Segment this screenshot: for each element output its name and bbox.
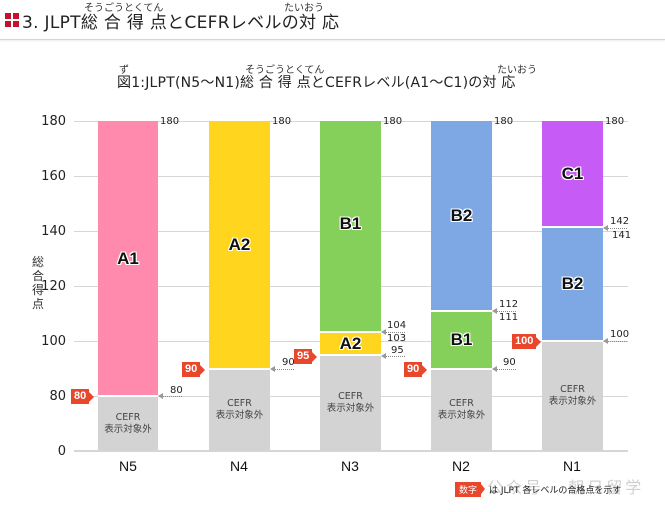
- x-tick-n5: N5: [119, 458, 137, 474]
- value-label-90: 90: [282, 357, 295, 368]
- pass-mark-badge: 90: [182, 362, 206, 377]
- chart-ruby-taiou: たいおう: [497, 65, 537, 76]
- value-label-112: 112: [499, 299, 519, 310]
- x-tick-n2: N2: [452, 458, 470, 474]
- pointer-arrow-icon: [381, 329, 405, 335]
- segment-n3-a2: A2: [320, 332, 381, 355]
- section-title: 3. JLPT総 合 得 点とCEFRレベルの対 応: [22, 13, 340, 33]
- segment-label: B2: [450, 206, 473, 225]
- value-label-180: 180: [160, 116, 180, 127]
- segment-separator: [209, 368, 270, 370]
- segment-n5-cefr-excluded: CEFR 表示対象外: [98, 396, 158, 451]
- x-tick-n3: N3: [341, 458, 359, 474]
- section-header: そうごうとくてん たいおう 3. JLPT総 合 得 点とCEFRレベルの対 応: [0, 0, 665, 40]
- y-tick-140: 140: [41, 224, 66, 239]
- cefr-label-line2: 表示対象外: [548, 396, 597, 407]
- legend-badge: 数字: [455, 482, 486, 497]
- segment-n3-b1: B1: [320, 121, 381, 332]
- value-label-80: 80: [170, 385, 183, 396]
- x-tick-n1: N1: [563, 458, 581, 474]
- cefr-label-line1: CEFR: [560, 384, 585, 395]
- cefr-label-line2: 表示対象外: [215, 410, 264, 421]
- segment-n1-b2: B2: [542, 227, 603, 341]
- y-tick-180: 180: [41, 114, 66, 129]
- pointer-arrow-icon: [492, 308, 516, 314]
- value-label-142: 142: [610, 216, 630, 227]
- pointer-arrow-icon: [492, 366, 516, 372]
- value-label-180: 180: [272, 116, 292, 127]
- cefr-label-line1: CEFR: [115, 411, 141, 423]
- segment-n4-a2: A2: [209, 121, 270, 369]
- x-tick-n4: N4: [230, 458, 248, 474]
- pointer-arrow-icon: [603, 225, 627, 231]
- cefr-label-line2: 表示対象外: [326, 403, 375, 414]
- segment-n5-a1: A1: [98, 121, 158, 396]
- segment-separator: [431, 368, 492, 370]
- value-label-90: 90: [503, 357, 516, 368]
- cefr-label-line2: 表示対象外: [104, 423, 152, 435]
- value-label-103: 103: [387, 333, 407, 344]
- segment-separator: [431, 310, 492, 312]
- cefr-label-line1: CEFR: [227, 398, 252, 409]
- y-tick-120: 120: [41, 279, 66, 294]
- segment-separator: [320, 331, 381, 333]
- value-label-95: 95: [391, 345, 404, 356]
- y-axis-label: 総合得点: [31, 255, 44, 311]
- value-label-180: 180: [605, 116, 625, 127]
- x-axis-baseline: [74, 450, 628, 452]
- segment-n1-c1: C1: [542, 121, 603, 227]
- header-ruby-sougou: そうごうとくてん: [84, 3, 164, 14]
- value-label-100: 100: [610, 329, 630, 340]
- segment-n2-b1: B1: [431, 311, 492, 369]
- segment-n2-b2: B2: [431, 121, 492, 311]
- y-tick-160: 160: [41, 169, 66, 184]
- y-tick-0: 0: [57, 444, 66, 459]
- chart-title: 図1:JLPT(N5～N1)総 合 得 点とCEFRレベル(A1～C1)の対 応: [117, 75, 516, 91]
- segment-label: B1: [339, 214, 362, 233]
- chart-ruby-zu: ず: [119, 65, 129, 76]
- segment-n3-cefr-excluded: CEFR 表示対象外: [320, 355, 381, 451]
- y-tick-80: 80: [49, 389, 66, 404]
- value-label-141: 141: [612, 230, 632, 241]
- value-label-104: 104: [387, 320, 407, 331]
- segment-label: B1: [450, 330, 473, 349]
- segment-n1-cefr-excluded: CEFR 表示対象外: [542, 341, 603, 451]
- chart-ruby-sougou: そうごうとくてん: [245, 65, 325, 76]
- cefr-label-line2: 表示対象外: [437, 410, 486, 421]
- segment-n4-cefr-excluded: CEFR 表示対象外: [209, 369, 270, 451]
- legend: 数字 は JLPT 各レベルの合格点を示す: [455, 482, 621, 497]
- value-label-180: 180: [383, 116, 403, 127]
- segment-separator: [542, 226, 603, 228]
- watermark: 公众号 · 朝日留学: [487, 478, 645, 497]
- pass-mark-badge: 80: [71, 389, 95, 404]
- pass-mark-badge: 90: [404, 362, 428, 377]
- y-tick-100: 100: [41, 334, 66, 349]
- section-bullet-icon: [5, 13, 19, 27]
- segment-label: B2: [561, 274, 584, 293]
- pass-mark-badge: 100: [512, 334, 542, 349]
- cefr-label-line1: CEFR: [338, 391, 363, 402]
- segment-label: A2: [228, 235, 251, 254]
- pass-mark-badge: 95: [294, 349, 318, 364]
- segment-n2-cefr-excluded: CEFR 表示対象外: [431, 369, 492, 451]
- pointer-arrow-icon: [270, 366, 294, 372]
- value-label-180: 180: [494, 116, 514, 127]
- pointer-arrow-icon: [603, 338, 627, 344]
- segment-label: A1: [117, 248, 139, 268]
- cefr-label-line1: CEFR: [449, 398, 474, 409]
- segment-separator: [320, 354, 381, 356]
- segment-label: C1: [561, 164, 584, 183]
- pointer-arrow-icon: [158, 393, 182, 399]
- value-label-111: 111: [499, 312, 519, 323]
- legend-text: は JLPT 各レベルの合格点を示す: [489, 486, 622, 496]
- segment-separator: [98, 395, 158, 397]
- pointer-arrow-icon: [381, 353, 405, 359]
- segment-separator: [542, 340, 603, 342]
- header-ruby-taiou: たいおう: [284, 3, 324, 14]
- segment-label: A2: [339, 333, 362, 353]
